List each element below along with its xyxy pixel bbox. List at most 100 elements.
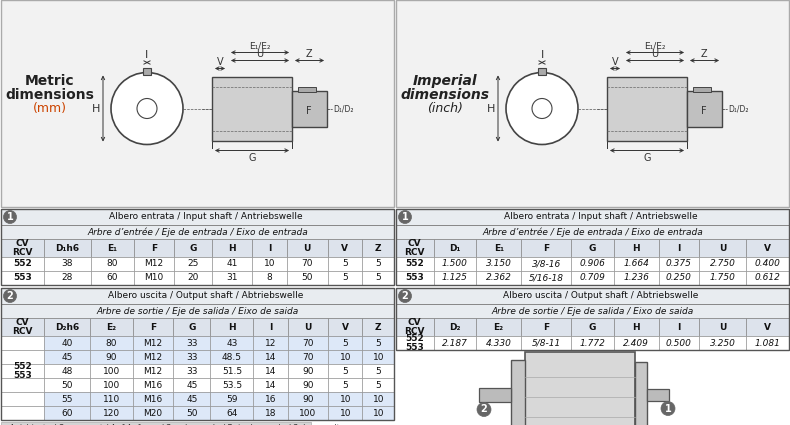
Bar <box>699 336 747 350</box>
Bar <box>287 257 328 271</box>
Bar <box>434 271 476 285</box>
Text: 2: 2 <box>401 291 408 301</box>
Bar <box>396 318 434 336</box>
Bar <box>210 378 254 392</box>
Text: 31: 31 <box>227 274 238 283</box>
Bar <box>476 271 521 285</box>
Circle shape <box>398 289 412 303</box>
Bar <box>659 257 699 271</box>
Text: 45: 45 <box>186 380 198 389</box>
Bar <box>363 318 394 336</box>
Bar <box>288 378 328 392</box>
Bar <box>288 350 328 364</box>
Circle shape <box>506 73 578 144</box>
Text: F: F <box>151 244 157 252</box>
Bar <box>212 257 252 271</box>
Text: 2.409: 2.409 <box>623 338 649 348</box>
Text: 50: 50 <box>186 408 198 417</box>
Bar <box>91 239 134 257</box>
Bar <box>521 318 571 336</box>
Bar <box>288 364 328 378</box>
Bar <box>173 318 210 336</box>
Bar <box>614 239 659 257</box>
Bar <box>363 406 394 420</box>
Bar <box>254 392 288 406</box>
Text: 10: 10 <box>372 394 384 403</box>
Text: G: G <box>589 323 596 332</box>
Bar <box>571 318 614 336</box>
Text: 12: 12 <box>265 338 276 348</box>
Text: Imperial: Imperial <box>412 74 477 88</box>
Bar <box>91 271 134 285</box>
Text: 5: 5 <box>342 260 348 269</box>
Text: F: F <box>150 323 156 332</box>
Text: 0.709: 0.709 <box>580 274 605 283</box>
Text: H: H <box>633 244 640 252</box>
Text: 1.125: 1.125 <box>442 274 468 283</box>
Text: 53.5: 53.5 <box>222 380 242 389</box>
Text: G: G <box>190 244 197 252</box>
Bar <box>1 350 44 364</box>
Text: 1: 1 <box>664 403 672 414</box>
Text: U: U <box>303 244 311 252</box>
Text: Z: Z <box>375 244 382 252</box>
Text: 45: 45 <box>186 394 198 403</box>
Bar <box>173 364 210 378</box>
Text: 70: 70 <box>303 352 314 362</box>
Bar <box>362 271 394 285</box>
Bar <box>476 257 521 271</box>
Bar <box>133 378 173 392</box>
Text: V: V <box>216 57 224 66</box>
Bar <box>212 271 252 285</box>
Text: U: U <box>257 48 264 59</box>
Text: CV
RCV: CV RCV <box>404 239 425 258</box>
Text: 70: 70 <box>303 338 314 348</box>
Text: 1.664: 1.664 <box>623 260 649 269</box>
Bar <box>659 336 699 350</box>
Text: 10: 10 <box>340 352 351 362</box>
Bar <box>1 378 44 392</box>
Bar <box>44 239 91 257</box>
Bar <box>747 318 789 336</box>
Text: I: I <box>145 49 149 60</box>
Bar <box>747 239 789 257</box>
Bar <box>614 336 659 350</box>
Circle shape <box>532 99 552 119</box>
Text: 0.500: 0.500 <box>666 338 692 348</box>
Text: D₁h6: D₁h6 <box>55 244 80 252</box>
Text: V: V <box>341 244 348 252</box>
Bar <box>287 271 328 285</box>
Bar <box>44 378 90 392</box>
Bar <box>607 76 687 141</box>
Bar <box>571 336 614 350</box>
Bar <box>175 271 212 285</box>
Text: 0.375: 0.375 <box>666 260 692 269</box>
Bar <box>1 239 44 257</box>
Bar <box>210 318 254 336</box>
Text: 90: 90 <box>303 380 314 389</box>
Bar <box>747 257 789 271</box>
Text: 90: 90 <box>303 394 314 403</box>
Text: E₂: E₂ <box>107 323 116 332</box>
Bar <box>90 392 133 406</box>
Bar <box>134 257 175 271</box>
Text: E₁: E₁ <box>494 244 504 252</box>
Text: 8: 8 <box>267 274 273 283</box>
Text: 0.612: 0.612 <box>754 274 781 283</box>
Bar <box>328 239 362 257</box>
Bar <box>328 378 363 392</box>
Bar <box>210 350 254 364</box>
Text: 3/8-16: 3/8-16 <box>532 260 561 269</box>
Bar <box>659 271 699 285</box>
Text: 10: 10 <box>264 260 276 269</box>
Bar <box>1 304 394 318</box>
Bar <box>133 350 173 364</box>
Bar <box>210 392 254 406</box>
Bar <box>173 350 210 364</box>
Bar <box>328 364 363 378</box>
Text: M12: M12 <box>144 338 163 348</box>
Bar <box>328 350 363 364</box>
Bar <box>210 364 254 378</box>
Bar <box>328 406 363 420</box>
Text: dimensions: dimensions <box>401 88 490 102</box>
